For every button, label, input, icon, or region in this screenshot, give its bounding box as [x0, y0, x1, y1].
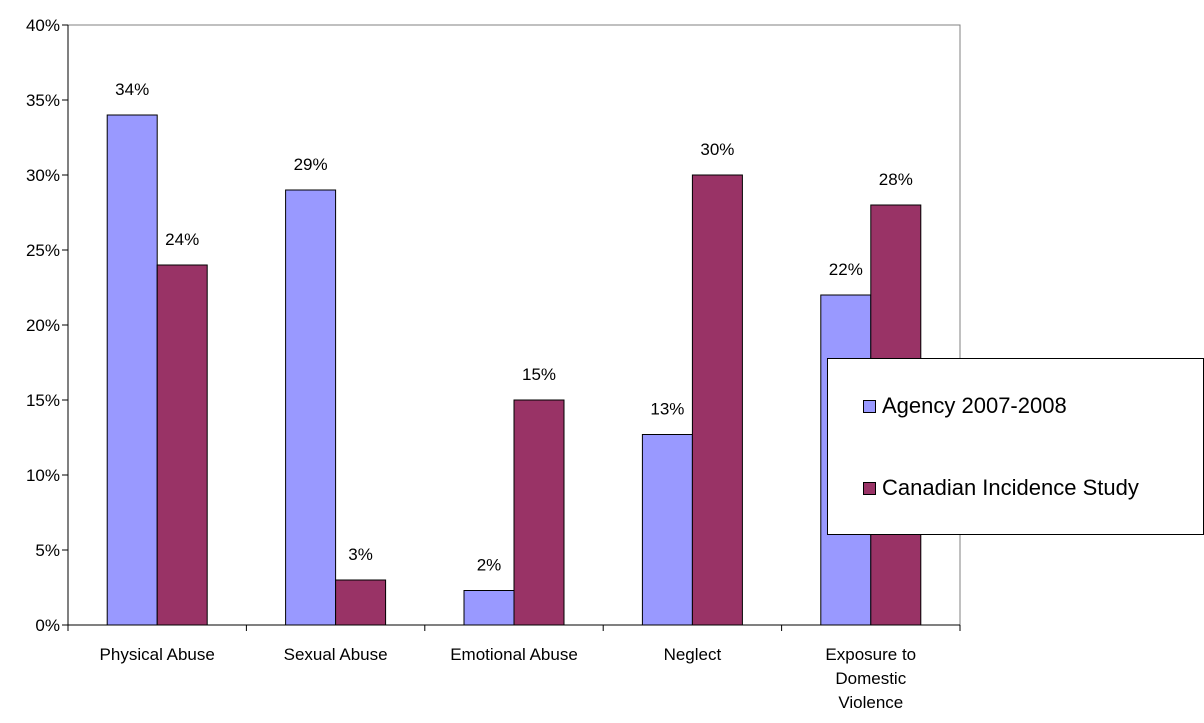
- legend-swatch-cis: [863, 481, 876, 495]
- y-tick-label: 40%: [26, 16, 60, 35]
- legend-item-cis: Canadian Incidence Study: [863, 475, 1139, 501]
- x-category-label: Emotional Abuse: [450, 645, 578, 664]
- y-tick-label: 10%: [26, 466, 60, 485]
- y-tick-label: 25%: [26, 241, 60, 260]
- legend: Agency 2007-2008 Canadian Incidence Stud…: [827, 358, 1204, 535]
- x-category-label: Neglect: [664, 645, 722, 664]
- legend-label-agency: Agency 2007-2008: [882, 393, 1067, 418]
- x-category-label: Violence: [838, 693, 903, 712]
- y-tick-label: 20%: [26, 316, 60, 335]
- bar-data-label: 29%: [294, 155, 328, 174]
- legend-swatch-agency: [863, 399, 876, 413]
- y-tick-label: 15%: [26, 391, 60, 410]
- y-tick-label: 0%: [35, 616, 60, 635]
- bar: [463, 590, 515, 626]
- bar: [691, 174, 743, 626]
- bar: [335, 579, 387, 626]
- bar-data-label: 22%: [829, 260, 863, 279]
- y-tick-label: 35%: [26, 91, 60, 110]
- bar-data-label: 28%: [879, 170, 913, 189]
- bar-data-label: 30%: [700, 140, 734, 159]
- bar-data-label: 3%: [348, 545, 373, 564]
- bar-data-label: 15%: [522, 365, 556, 384]
- legend-item-agency: Agency 2007-2008: [863, 393, 1067, 419]
- bar-data-label: 24%: [165, 230, 199, 249]
- x-category-label: Exposure to: [825, 645, 916, 664]
- bar-data-label: 34%: [115, 80, 149, 99]
- bar: [285, 189, 337, 626]
- x-category-label: Physical Abuse: [100, 645, 215, 664]
- x-category-label: Domestic: [835, 669, 906, 688]
- bar-data-label: 2%: [477, 556, 502, 575]
- bar: [641, 434, 693, 626]
- bar-data-label: 13%: [650, 400, 684, 419]
- bar: [106, 114, 158, 626]
- y-tick-label: 30%: [26, 166, 60, 185]
- legend-label-cis: Canadian Incidence Study: [882, 475, 1139, 500]
- y-tick-label: 5%: [35, 541, 60, 560]
- x-category-label: Sexual Abuse: [284, 645, 388, 664]
- bar: [156, 264, 208, 626]
- bar: [513, 399, 565, 626]
